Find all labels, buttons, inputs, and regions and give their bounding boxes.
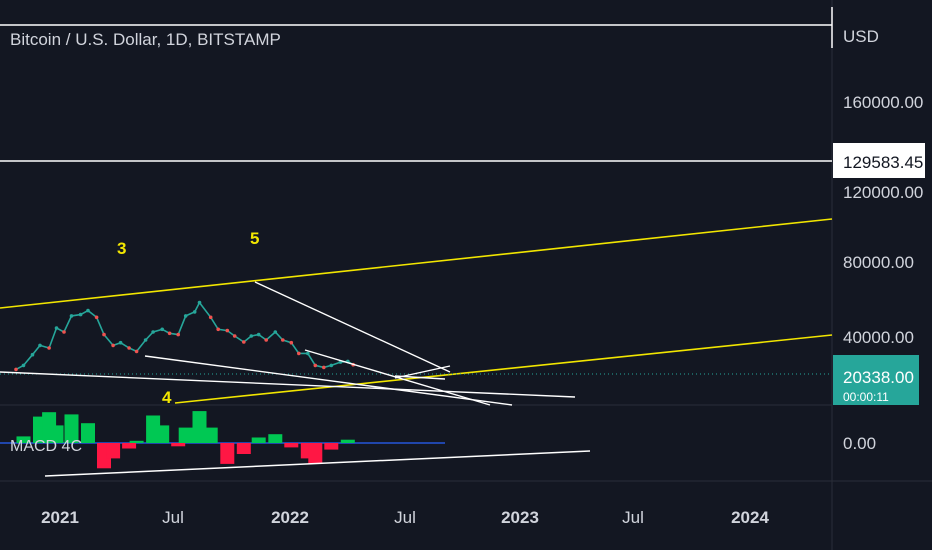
marked-level-label: 129583.45	[843, 153, 923, 172]
price-point	[216, 327, 220, 332]
macd-trendline[interactable]	[44, 450, 591, 477]
price-point	[306, 351, 310, 356]
price-point	[242, 340, 246, 344]
wave-label: 5	[250, 229, 259, 248]
macd-bar	[268, 434, 283, 443]
time-tick-label: 2021	[41, 508, 79, 527]
price-tick-label: 40000.00	[843, 328, 914, 347]
macd-zero-label: 0.00	[843, 434, 876, 453]
macd-bar	[106, 443, 121, 459]
macd-bar	[203, 427, 218, 443]
price-point	[62, 330, 66, 334]
last-price-sub-label: 00:00:11	[843, 390, 889, 404]
price-point	[313, 363, 318, 368]
last-price-label: 20338.00	[843, 368, 914, 387]
price-point	[14, 367, 18, 372]
price-point	[232, 334, 237, 338]
macd-bar	[122, 443, 137, 449]
price-point	[225, 328, 230, 333]
macd-bar	[324, 443, 339, 450]
macd-bar	[178, 427, 193, 443]
time-tick-label: Jul	[162, 508, 184, 527]
price-point	[38, 343, 42, 348]
price-point	[297, 351, 301, 356]
macd-bar	[284, 443, 299, 448]
price-point	[208, 315, 213, 320]
price-point	[143, 338, 148, 342]
price-point	[69, 314, 74, 318]
price-point	[322, 365, 326, 370]
price-point	[94, 315, 99, 320]
time-tick-label: 2023	[501, 508, 539, 527]
macd-bar	[340, 439, 355, 443]
price-point	[151, 330, 155, 334]
macd-bar	[192, 411, 207, 443]
trendline-falling-upper[interactable]	[254, 281, 451, 373]
channel-line-upper[interactable]	[0, 218, 833, 309]
symbol-title: Bitcoin / U.S. Dollar, 1D, BITSTAMP	[10, 30, 281, 49]
price-series-line[interactable]	[15, 301, 354, 371]
price-point	[30, 352, 35, 357]
price-point	[176, 332, 180, 337]
currency-label: USD	[843, 27, 879, 46]
macd-bar	[49, 425, 64, 443]
macd-bar	[308, 443, 323, 464]
price-tick-label: 160000.00	[843, 93, 923, 112]
price-point	[160, 327, 164, 332]
macd-bar	[236, 443, 251, 454]
price-point	[192, 310, 197, 314]
price-point	[264, 338, 269, 342]
price-point	[249, 334, 254, 338]
marked-level-badge	[833, 143, 925, 178]
price-point	[127, 346, 131, 350]
macd-bar	[81, 423, 95, 443]
price-point	[86, 308, 90, 313]
macd-indicator-label[interactable]: MACD 4C	[10, 438, 83, 455]
macd-bar	[16, 436, 31, 443]
channel-line-lower[interactable]	[174, 334, 833, 404]
price-point	[21, 363, 26, 368]
macd-bar	[155, 425, 170, 443]
price-point	[78, 312, 83, 317]
last-price-badge	[833, 355, 919, 405]
time-tick-label: Jul	[622, 508, 644, 527]
price-tick-label: 80000.00	[843, 253, 914, 272]
price-point	[54, 326, 59, 330]
price-tick-label: 120000.00	[843, 183, 923, 202]
price-point	[273, 330, 278, 334]
wave-label: 3	[117, 239, 126, 258]
price-point	[183, 314, 188, 318]
wedge-line-bottom[interactable]	[394, 375, 446, 380]
price-point	[167, 331, 172, 336]
price-point	[118, 340, 123, 345]
price-point	[197, 300, 202, 305]
price-point	[256, 332, 261, 337]
macd-bar	[220, 443, 235, 464]
trendline-support[interactable]	[0, 371, 576, 398]
price-point	[329, 363, 334, 368]
time-tick-label: 2024	[731, 508, 769, 527]
macd-bar	[171, 443, 186, 447]
price-point	[289, 340, 294, 345]
macd-bar	[129, 440, 144, 443]
macd-bar	[64, 414, 79, 443]
price-point	[102, 332, 106, 337]
time-tick-label: 2022	[271, 508, 309, 527]
trendline-falling-lower[interactable]	[144, 355, 513, 406]
price-point	[134, 349, 139, 354]
price-point	[111, 343, 115, 348]
price-point	[281, 338, 285, 342]
time-tick-label: Jul	[394, 508, 416, 527]
price-point	[47, 346, 51, 350]
wave-label: 4	[162, 388, 172, 407]
macd-bar	[251, 437, 266, 443]
